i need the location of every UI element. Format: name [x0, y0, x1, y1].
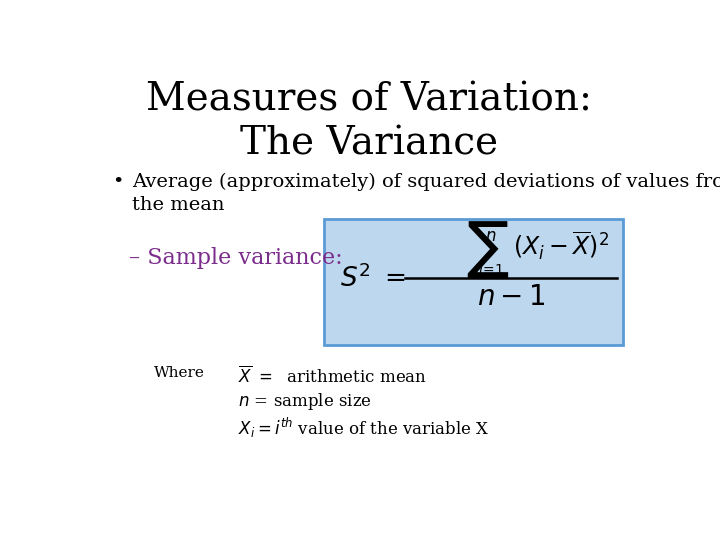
Text: $X_i$$ = i^{th}$ value of the variable X: $X_i$$ = i^{th}$ value of the variable X — [238, 416, 490, 440]
Text: The Variance: The Variance — [240, 125, 498, 162]
Text: Where: Where — [154, 366, 205, 380]
Text: Measures of Variation:: Measures of Variation: — [146, 82, 592, 118]
Text: $S^2\ =$: $S^2\ =$ — [340, 264, 406, 292]
Text: $n$ = sample size: $n$ = sample size — [238, 391, 372, 412]
Text: the mean: the mean — [132, 196, 225, 214]
Text: $n$: $n$ — [485, 227, 496, 245]
Text: – Sample variance:: – Sample variance: — [129, 247, 343, 269]
Text: Average (approximately) of squared deviations of values from: Average (approximately) of squared devia… — [132, 173, 720, 191]
Text: $\sum$: $\sum$ — [466, 219, 509, 280]
Text: $\overline{X}$$\ =$  arithmetic mean: $\overline{X}$$\ =$ arithmetic mean — [238, 366, 427, 387]
Text: •: • — [112, 173, 124, 191]
Text: $n - 1$: $n - 1$ — [477, 284, 546, 311]
FancyBboxPatch shape — [324, 219, 623, 346]
Text: $i\!=\!1$: $i\!=\!1$ — [477, 262, 504, 277]
Text: $(X_i - \overline{X})^2$: $(X_i - \overline{X})^2$ — [513, 230, 610, 262]
